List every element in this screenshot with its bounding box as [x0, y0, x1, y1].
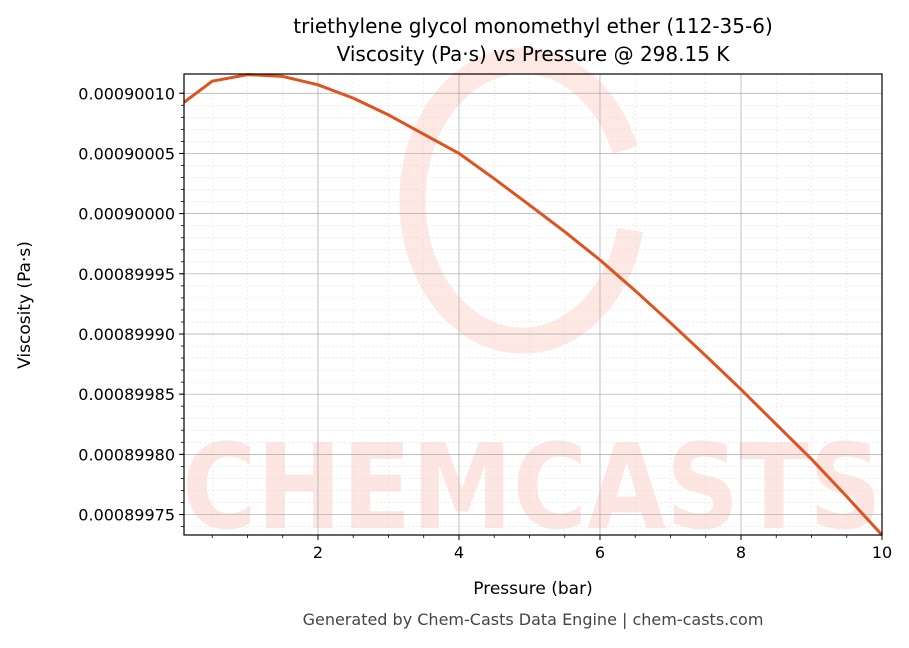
plot-frame	[183, 73, 883, 536]
footer-credit: Generated by Chem-Casts Data Engine | ch…	[303, 610, 764, 629]
x-tick-label: 4	[454, 543, 464, 562]
series-line-viscosity	[183, 73, 884, 537]
x-tick-label: 6	[595, 543, 605, 562]
chart-title: triethylene glycol monomethyl ether (112…	[293, 14, 773, 38]
chart-subtitle: Viscosity (Pa·s) vs Pressure @ 298.15 K	[337, 42, 731, 66]
x-tick-label: 8	[736, 543, 746, 562]
y-tick-label: 0.00089990	[78, 325, 175, 344]
x-axis-label: Pressure (bar)	[473, 579, 592, 599]
y-tick-label: 0.00089985	[78, 385, 175, 404]
y-tick-label: 0.00090005	[78, 144, 175, 163]
y-tick-label: 0.00089995	[78, 265, 175, 284]
y-tick-label: 0.00089980	[78, 445, 175, 464]
y-tick-label: 0.00090010	[78, 84, 175, 103]
y-axis-label: Viscosity (Pa·s)	[15, 241, 35, 369]
watermark-ring	[399, 47, 643, 354]
y-axis: 0.00090010 0.00090005 0.00090000 0.00089995…	[78, 84, 184, 525]
x-tick-label: 10	[872, 543, 892, 562]
x-axis: 2 4 6 8 10	[313, 535, 892, 562]
y-tick-label: 0.00089975	[78, 506, 175, 525]
x-tick-label: 2	[313, 543, 323, 562]
watermark-text: CHEMCASTS	[182, 418, 882, 556]
series-layer	[183, 73, 884, 537]
y-tick-label: 0.00090000	[78, 205, 175, 224]
watermark-logo: CHEMCASTS	[182, 47, 882, 556]
